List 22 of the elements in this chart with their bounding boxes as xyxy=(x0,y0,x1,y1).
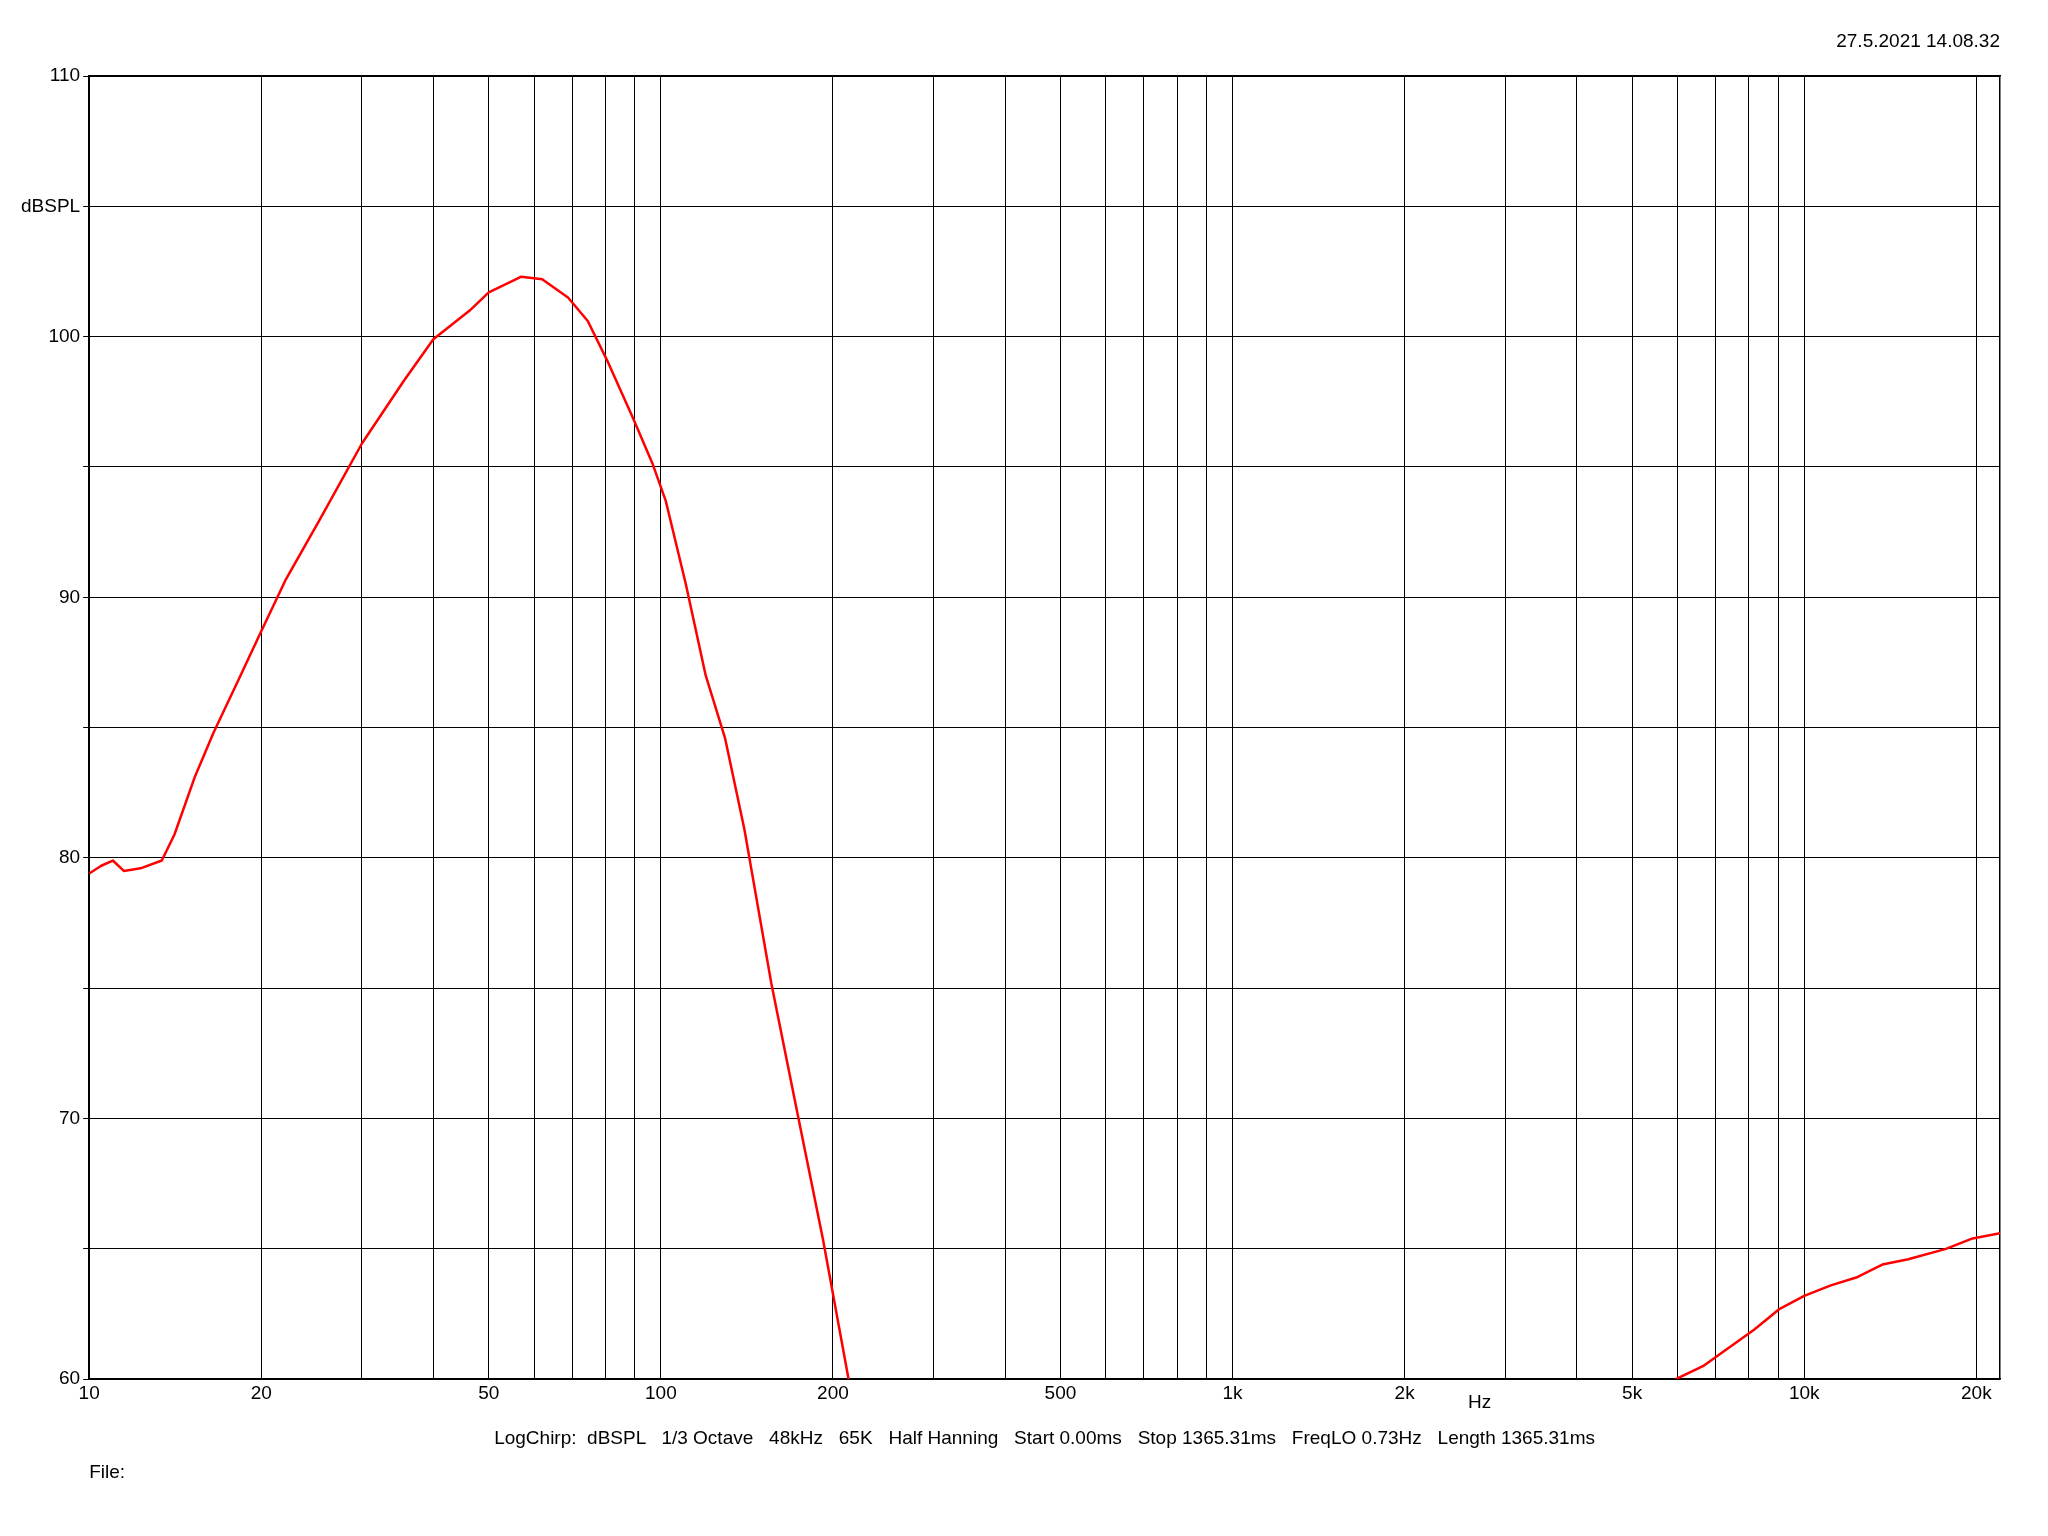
text: File: xyxy=(89,1461,126,1483)
y-tick-label: 100 xyxy=(48,324,81,346)
text: LogChirp: dBSPL 1/3 Octave 48kHz 65K Half Hanning Start 0.00ms Stop 1365.31ms FreqLO 0.73Hz Length 1365.31ms xyxy=(494,1427,1595,1449)
x-tick-label: 50 xyxy=(478,1381,500,1403)
x-tick-label: 20 xyxy=(250,1381,272,1403)
x-tick-label: 100 xyxy=(645,1381,677,1403)
x-tick-label: 10k xyxy=(1788,1381,1821,1403)
text: 27.5.2021 14.08.32 xyxy=(1836,30,2000,52)
y-tick-label: 60 xyxy=(59,1367,81,1389)
x-tick-label: 500 xyxy=(1044,1381,1077,1403)
x-tick-label: 1k xyxy=(1222,1381,1244,1403)
y-tick-label: 70 xyxy=(59,1106,81,1128)
x-tick-label: 20k xyxy=(1961,1381,1993,1403)
y-tick-label: 90 xyxy=(59,585,81,607)
y-tick-label: 110 xyxy=(49,64,81,86)
x-tick-label: 5k xyxy=(1622,1381,1643,1403)
x-axis-title: Hz xyxy=(1468,1391,1492,1413)
x-tick-label: 10 xyxy=(78,1381,100,1403)
y-tick-label: dBSPL xyxy=(21,194,81,216)
y-tick-label: 80 xyxy=(59,846,81,868)
x-tick-label: 200 xyxy=(817,1381,849,1403)
x-tick-label: 2k xyxy=(1394,1381,1416,1403)
